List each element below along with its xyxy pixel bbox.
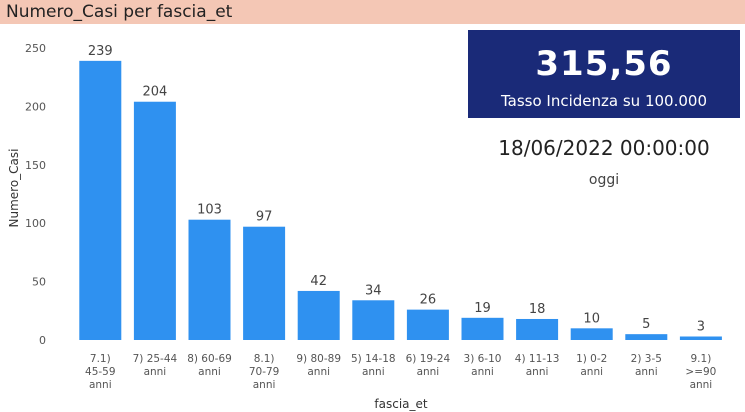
y-tick-label: 250 <box>25 42 46 55</box>
incidence-rate-value: 315,56 <box>535 44 673 84</box>
bar[interactable] <box>570 328 613 340</box>
chart-title: Numero_Casi per fascia_et <box>6 2 233 22</box>
y-axis: 0 50 100 150 200 250 <box>25 42 46 347</box>
bar[interactable] <box>352 300 395 340</box>
incidence-rate-card: 315,56 Tasso Incidenza su 100.000 <box>468 30 740 118</box>
x-tick-label: 4) 11-13 anni <box>515 353 560 378</box>
x-tick-label: 2) 3-5 anni <box>631 353 662 378</box>
y-tick-label: 100 <box>25 217 46 230</box>
x-tick-label: 3) 6-10 anni <box>464 353 502 378</box>
bar-value-label: 204 <box>142 85 167 100</box>
bar-value-label: 103 <box>197 203 222 218</box>
x-tick-label: 7) 25-44 anni <box>133 353 178 378</box>
date-label: oggi <box>588 172 620 188</box>
bar-value-label: 97 <box>256 210 273 225</box>
bar-value-label: 34 <box>365 283 382 298</box>
bar[interactable] <box>679 336 722 340</box>
incidence-rate-label: Tasso Incidenza su 100.000 <box>500 92 707 110</box>
x-tick-label: 7.1) 45-59 anni <box>85 353 116 391</box>
bar-value-label: 26 <box>420 293 437 308</box>
chart-title-bar: Numero_Casi per fascia_et <box>0 0 745 24</box>
bar[interactable] <box>461 317 504 340</box>
bar[interactable] <box>406 309 449 340</box>
bar[interactable] <box>133 101 176 340</box>
y-tick-label: 150 <box>25 159 46 172</box>
bar-value-label: 19 <box>474 301 491 316</box>
x-tick-label: 9.1) >=90 anni <box>685 353 716 391</box>
bar[interactable] <box>243 226 286 340</box>
bar-value-label: 3 <box>697 319 705 334</box>
y-tick-label: 200 <box>25 100 46 113</box>
x-tick-label: 1) 0-2 anni <box>576 353 607 378</box>
y-tick-label: 0 <box>39 334 46 347</box>
x-tick-label: 6) 19-24 anni <box>406 353 451 378</box>
bar[interactable] <box>625 334 668 340</box>
bar-value-label: 10 <box>583 311 600 326</box>
y-tick-label: 50 <box>32 276 46 289</box>
x-tick-label: 8) 60-69 anni <box>187 353 232 378</box>
y-axis-title: Numero_Casi <box>7 149 21 228</box>
bar[interactable] <box>297 290 340 340</box>
bars: 239 204 103 97 42 34 26 19 18 10 5 3 <box>79 44 722 341</box>
bar[interactable] <box>188 219 231 340</box>
bar-chart: 0 50 100 150 200 250 239 204 103 97 42 34 26 19 18 10 5… <box>7 42 722 411</box>
date-value: 18/06/2022 00:00:00 <box>498 136 710 160</box>
bar-value-label: 5 <box>642 317 650 332</box>
bar[interactable] <box>516 318 559 340</box>
x-tick-label: 5) 14-18 anni <box>351 353 396 378</box>
x-axis-title: fascia_et <box>374 397 427 411</box>
bar-value-label: 239 <box>88 44 113 59</box>
bar-value-label: 42 <box>310 274 327 289</box>
x-axis: 7.1) 45-59 anni 7) 25-44 anni 8) 60-69 anni 8.1… <box>85 353 716 391</box>
bar-value-label: 18 <box>529 302 546 317</box>
bar[interactable] <box>79 60 122 341</box>
x-tick-label: 9) 80-89 anni <box>296 353 341 378</box>
x-tick-label: 8.1) 70-79 anni <box>249 353 280 391</box>
